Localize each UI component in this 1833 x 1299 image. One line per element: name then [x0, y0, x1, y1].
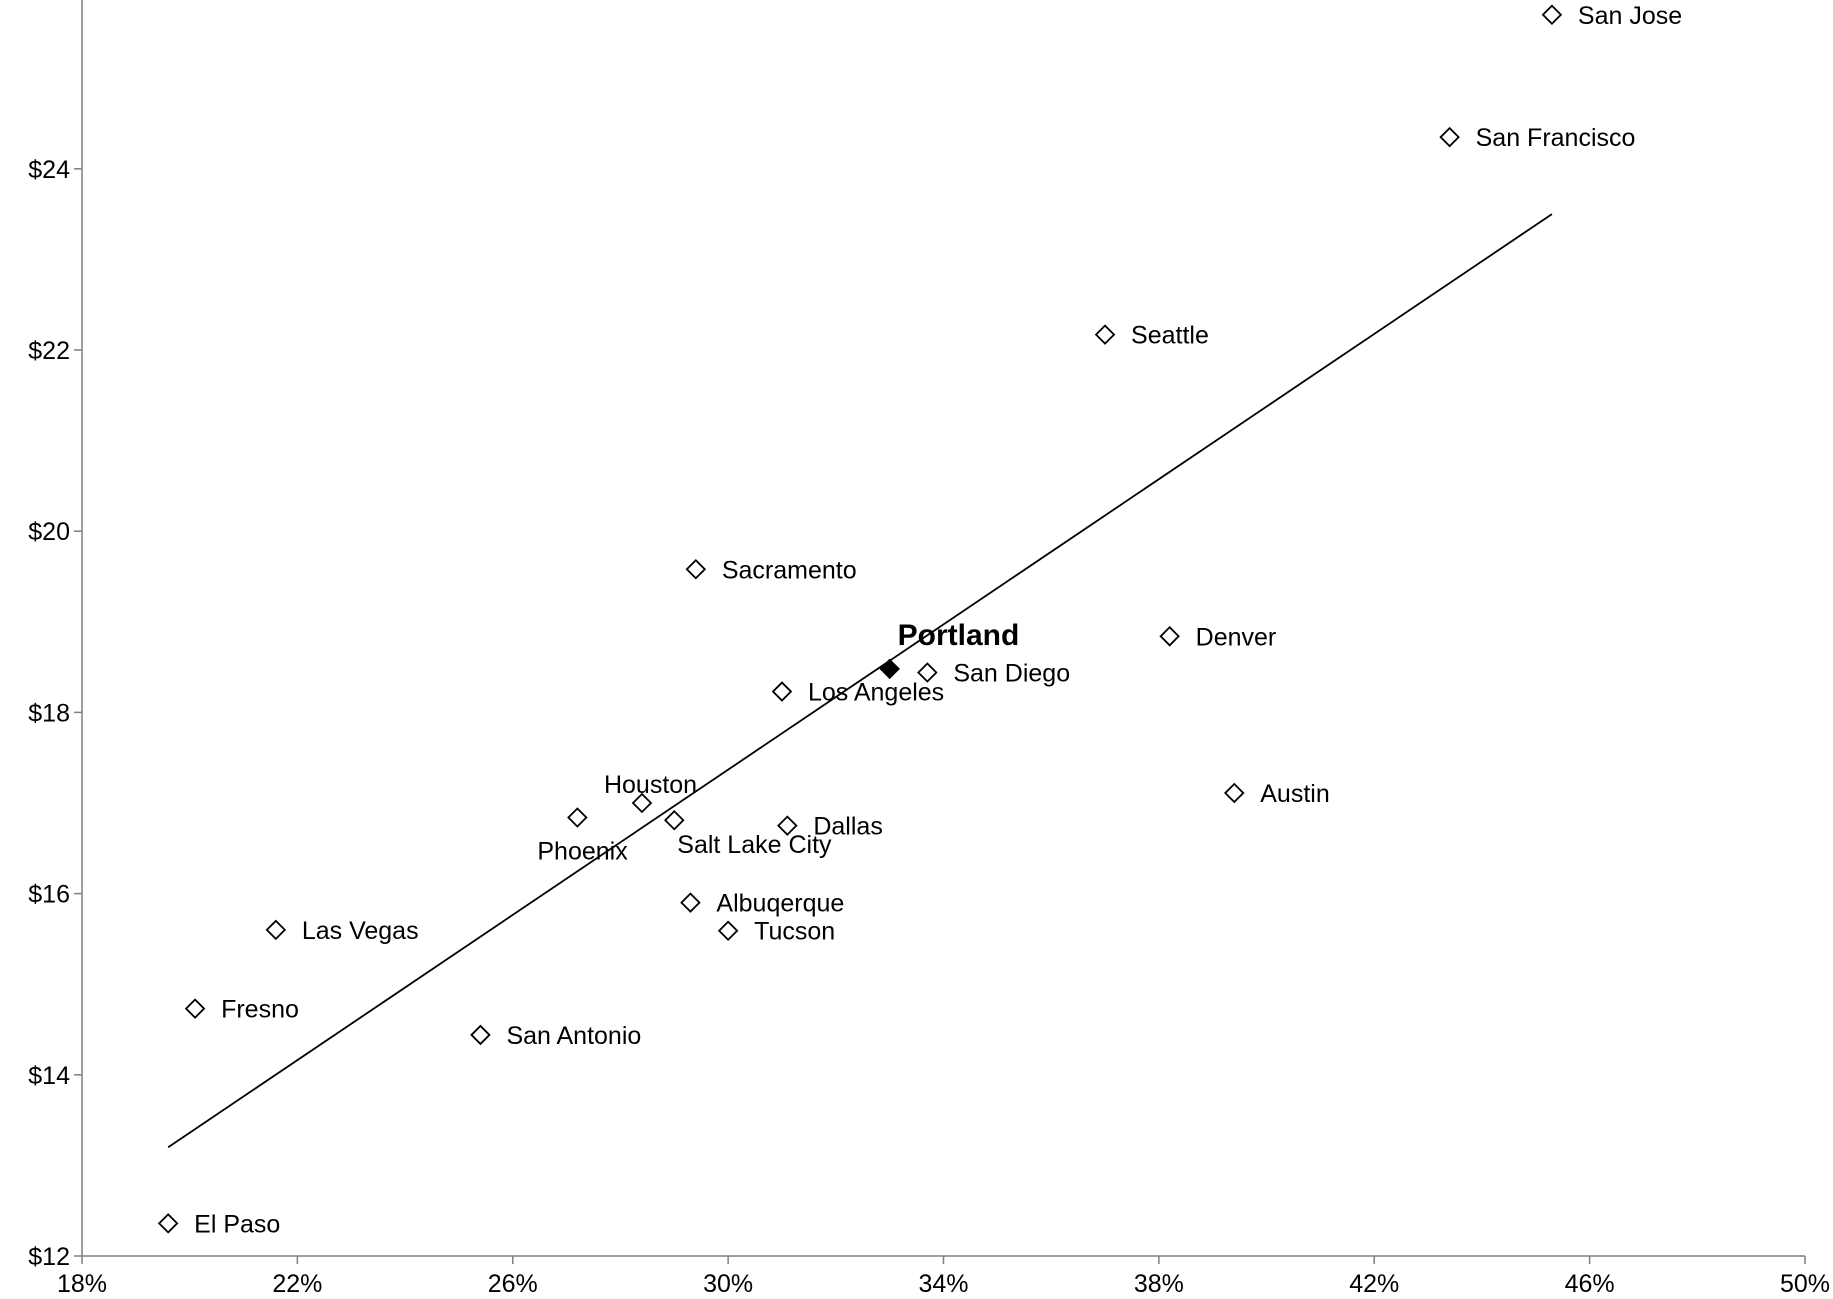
point-marker [470, 1024, 491, 1046]
point-label: Austin [1260, 780, 1329, 808]
y-tick-label: $16 [28, 881, 70, 909]
point-label: Denver [1196, 623, 1277, 651]
point-marker [879, 658, 900, 680]
y-tick-label: $22 [28, 337, 70, 365]
point-marker [1223, 782, 1245, 804]
point-marker [777, 815, 798, 836]
x-tick-label: 46% [1565, 1270, 1615, 1298]
point-marker [685, 558, 707, 580]
trendline [167, 213, 1553, 1149]
point-label: Dallas [813, 813, 882, 841]
x-tick-label: 38% [1134, 1270, 1184, 1298]
x-tick-label: 30% [703, 1270, 753, 1298]
x-tick-label: 50% [1780, 1270, 1830, 1298]
point-label: Houston [604, 771, 697, 799]
point-label: El Paso [194, 1210, 280, 1238]
point-label: Seattle [1131, 322, 1209, 350]
point-marker [664, 809, 685, 831]
point-marker [1439, 126, 1460, 148]
point-label: Salt Lake City [677, 831, 832, 859]
x-tick-label: 22% [272, 1270, 322, 1298]
point-label: San Diego [953, 660, 1070, 688]
point-label: San Antonio [506, 1022, 641, 1050]
point-label: Portland [898, 619, 1020, 652]
point-label: Phoenix [537, 837, 628, 865]
point-marker [1541, 4, 1563, 26]
point-marker [717, 920, 739, 942]
data-points [157, 4, 1563, 1234]
point-marker [265, 919, 287, 941]
x-tick-label: 26% [488, 1270, 538, 1298]
point-marker [1094, 324, 1116, 345]
point-label: Las Vegas [302, 917, 419, 945]
point-marker [567, 807, 588, 828]
point-label: San Francisco [1476, 124, 1636, 152]
point-label: Tucson [754, 918, 835, 946]
point-marker [184, 998, 206, 1019]
point-label: Los Angeles [808, 679, 944, 707]
y-tick-label: $24 [28, 156, 70, 184]
x-tick-label: 18% [57, 1270, 107, 1298]
data-labels: San Jose San Francisco Seattle Sacramento De… [194, 2, 1682, 1239]
y-tick-label: $12 [28, 1243, 70, 1271]
x-tick-label: 34% [918, 1270, 968, 1298]
point-marker [680, 892, 701, 913]
point-marker [631, 792, 653, 814]
y-tick-label: $14 [28, 1062, 70, 1090]
y-tick-label: $20 [28, 518, 70, 546]
point-marker [1159, 626, 1180, 647]
point-label: Albuqerque [716, 890, 844, 918]
y-tick-label: $18 [28, 699, 70, 727]
x-tick-label: 42% [1349, 1270, 1399, 1298]
point-marker [771, 681, 793, 702]
point-marker [157, 1213, 179, 1234]
point-label: Sacramento [722, 556, 857, 584]
trendline-group [167, 213, 1553, 1149]
axes: $12 $14 $16 $18 $20 $22 $24 18% 22% 26% 30% 34% 38% 4… [28, 0, 1830, 1298]
point-marker [917, 662, 938, 683]
point-label: San Jose [1578, 2, 1682, 30]
point-label: Fresno [221, 996, 299, 1024]
